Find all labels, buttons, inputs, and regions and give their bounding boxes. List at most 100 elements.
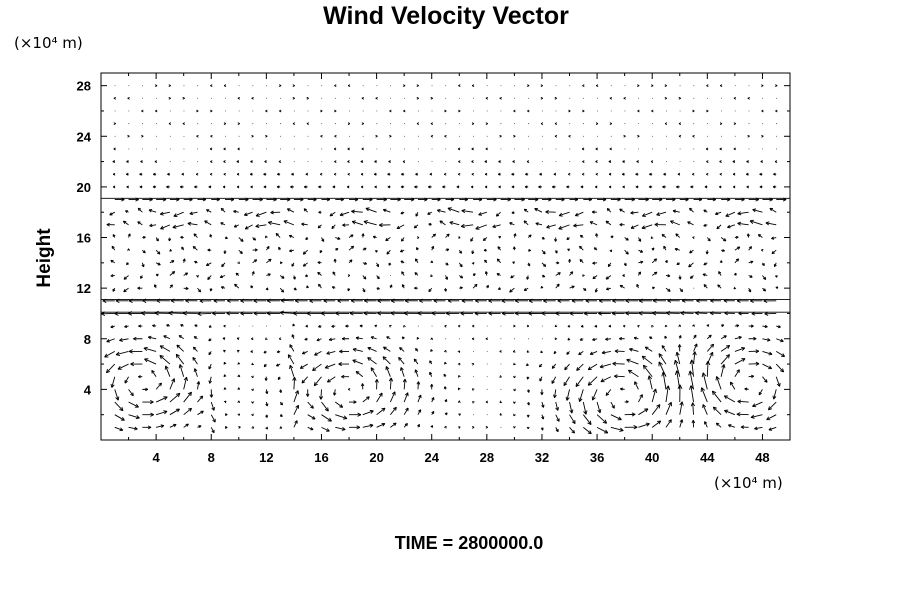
wind-vector bbox=[642, 364, 653, 377]
wind-vector bbox=[210, 109, 213, 113]
wind-vector bbox=[117, 363, 129, 370]
wind-vector bbox=[706, 109, 709, 113]
wind-vector bbox=[678, 134, 682, 138]
wind-vector bbox=[526, 350, 530, 353]
wind-vector bbox=[511, 185, 515, 189]
axis-ticks bbox=[100, 73, 791, 441]
wind-vector bbox=[347, 84, 351, 88]
wind-vector bbox=[112, 287, 116, 292]
wind-vector bbox=[458, 375, 461, 378]
wind-vector bbox=[265, 109, 268, 113]
wind-vector bbox=[252, 248, 258, 252]
wind-vector bbox=[128, 389, 134, 397]
wind-vector bbox=[144, 358, 157, 365]
wind-vector bbox=[541, 414, 545, 420]
wind-vector bbox=[304, 274, 308, 278]
wind-vector bbox=[636, 160, 639, 164]
wind-vector bbox=[470, 237, 474, 242]
wind-vector bbox=[524, 185, 529, 189]
wind-vector bbox=[540, 286, 544, 289]
wind-vector bbox=[376, 262, 380, 268]
wind-vector bbox=[251, 388, 254, 392]
wind-vector bbox=[689, 249, 694, 254]
wind-vector bbox=[361, 233, 365, 238]
wind-vector bbox=[622, 185, 625, 189]
wind-vector bbox=[599, 363, 611, 369]
wind-vector bbox=[772, 389, 777, 400]
wind-vector bbox=[104, 351, 115, 358]
wind-vector bbox=[496, 258, 501, 264]
wind-vector bbox=[648, 185, 653, 189]
wind-vector bbox=[151, 369, 157, 377]
wind-vector bbox=[210, 160, 213, 163]
wind-vector bbox=[427, 185, 432, 189]
wind-vector bbox=[485, 147, 488, 151]
wind-vector bbox=[251, 96, 254, 100]
wind-vector bbox=[458, 109, 461, 113]
wind-vector bbox=[554, 324, 558, 328]
wind-vector bbox=[551, 376, 557, 384]
wind-vector bbox=[564, 363, 570, 371]
wind-vector bbox=[316, 338, 322, 342]
wind-vector bbox=[609, 96, 613, 100]
wind-vector bbox=[746, 172, 749, 176]
wind-vector bbox=[332, 271, 336, 276]
wind-vector bbox=[390, 422, 397, 428]
wind-vector bbox=[143, 346, 157, 352]
wind-vector bbox=[159, 345, 171, 352]
wind-vector bbox=[223, 387, 227, 390]
wind-vector bbox=[169, 284, 173, 289]
wind-vector bbox=[707, 334, 712, 340]
wind-vector bbox=[189, 211, 198, 216]
wind-vector bbox=[415, 348, 419, 352]
wind-vector bbox=[622, 160, 625, 164]
x-tick-label: 20 bbox=[369, 450, 383, 465]
wind-vector bbox=[278, 337, 282, 340]
wind-vector bbox=[511, 172, 515, 176]
wind-vector bbox=[665, 401, 672, 415]
wind-vector bbox=[139, 185, 143, 189]
wind-vector bbox=[526, 401, 530, 406]
wind-vector bbox=[456, 185, 460, 189]
wind-vector bbox=[444, 172, 447, 176]
wind-vector bbox=[705, 147, 709, 151]
wind-vector bbox=[719, 260, 723, 263]
wind-vector bbox=[762, 287, 767, 292]
wind-vector bbox=[110, 376, 116, 388]
wind-vector bbox=[223, 400, 227, 404]
wind-vector bbox=[155, 262, 161, 266]
wind-vector bbox=[582, 414, 592, 425]
wind-vector bbox=[333, 258, 337, 263]
wind-vector bbox=[747, 134, 750, 138]
wind-vector bbox=[192, 346, 198, 352]
wind-vector bbox=[251, 337, 254, 341]
wind-vector bbox=[633, 336, 639, 340]
wind-vector bbox=[347, 147, 350, 151]
wind-vector bbox=[444, 425, 447, 429]
wind-vector bbox=[651, 404, 661, 415]
wind-vector bbox=[484, 259, 488, 264]
wind-vector bbox=[252, 237, 256, 241]
wind-vector bbox=[776, 338, 784, 343]
x-tick-label: 28 bbox=[480, 450, 494, 465]
wind-vector bbox=[250, 350, 254, 353]
wind-vector bbox=[265, 426, 268, 430]
wind-vector bbox=[733, 147, 736, 151]
wind-vector bbox=[348, 388, 351, 391]
wind-vector bbox=[732, 172, 736, 176]
wind-vector bbox=[447, 207, 460, 213]
wind-vector bbox=[401, 172, 405, 176]
wind-vector bbox=[458, 84, 461, 88]
wind-vector bbox=[765, 221, 777, 226]
wind-vector bbox=[719, 147, 722, 151]
wind-vector bbox=[486, 284, 489, 289]
wind-vector bbox=[317, 261, 322, 265]
wind-vector bbox=[720, 345, 731, 352]
wind-vector bbox=[689, 275, 694, 279]
wind-vector bbox=[265, 401, 269, 407]
wind-vector bbox=[595, 147, 598, 151]
wind-vector bbox=[737, 399, 749, 404]
wind-vector bbox=[193, 233, 198, 238]
wind-vector bbox=[251, 413, 254, 417]
wind-vector bbox=[568, 172, 571, 176]
